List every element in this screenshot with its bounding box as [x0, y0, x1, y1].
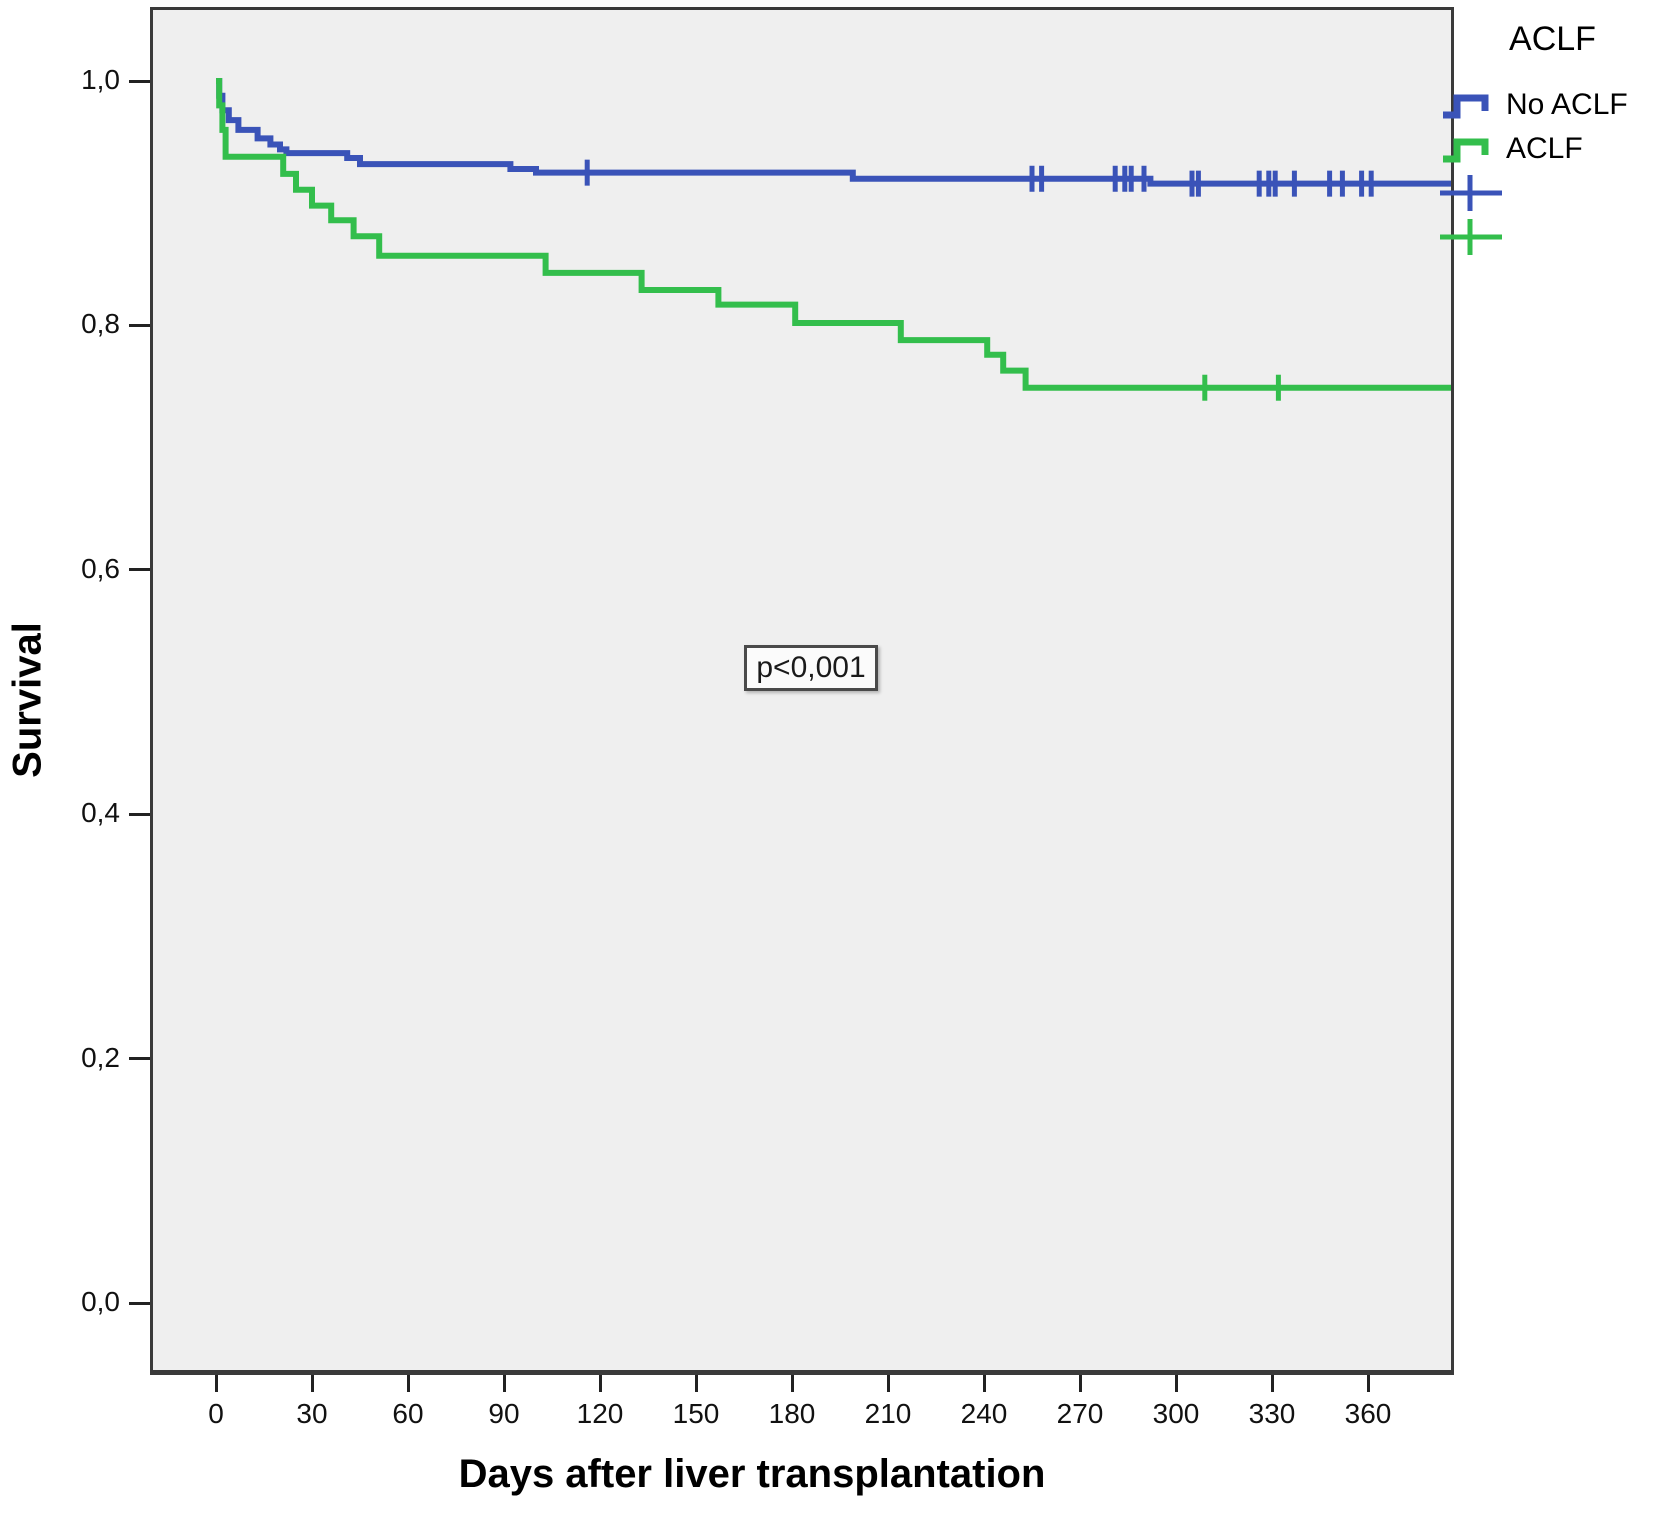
- legend: ACLF No ACLF ACLF: [1440, 20, 1667, 259]
- x-tick-label: 180: [768, 1398, 816, 1429]
- aclf-step-line-icon: [1443, 138, 1489, 163]
- x-tick-label: 0: [208, 1398, 224, 1429]
- p-value-annotation: p<0,001: [744, 644, 878, 691]
- x-tick-mark: [694, 1375, 698, 1392]
- legend-item-no-aclf: No ACLF: [1440, 83, 1667, 127]
- legend-title: ACLF: [1509, 20, 1596, 58]
- x-tick-label: 60: [392, 1398, 424, 1429]
- censor-plus-icon: [1440, 219, 1502, 255]
- x-tick-label: 300: [1152, 1398, 1200, 1429]
- x-tick-label: 270: [1056, 1398, 1104, 1429]
- y-tick-mark: [129, 79, 150, 83]
- x-tick-label: 330: [1248, 1398, 1296, 1429]
- y-tick-label: 0,4: [81, 797, 120, 829]
- aclf-survival-curve: [216, 78, 1451, 391]
- legend-item-label: ACLF: [1506, 132, 1583, 165]
- x-tick-label: 90: [488, 1398, 520, 1429]
- x-tick-mark: [1078, 1375, 1082, 1392]
- no-aclf-survival-curve: [216, 78, 1451, 187]
- x-tick-mark: [1366, 1375, 1370, 1392]
- y-tick-mark: [129, 812, 150, 816]
- y-tick-mark: [129, 323, 150, 327]
- x-tick-mark: [502, 1375, 506, 1392]
- x-tick-label: 360: [1344, 1398, 1392, 1429]
- y-tick-label: 0,6: [81, 552, 120, 584]
- x-tick-label: 150: [672, 1398, 720, 1429]
- y-tick-label: 0,0: [81, 1286, 120, 1317]
- y-tick-mark: [129, 568, 150, 572]
- x-tick-mark: [1270, 1375, 1274, 1392]
- x-tick-label: 30: [296, 1398, 328, 1429]
- x-tick-label: 240: [960, 1398, 1008, 1429]
- x-tick-mark: [598, 1375, 602, 1392]
- no-aclf-step-line-icon: [1443, 94, 1489, 119]
- legend-item-aclf: ACLF: [1440, 127, 1667, 171]
- plot-area: p<0,001: [150, 7, 1454, 1375]
- y-tick-mark: [129, 1057, 150, 1061]
- y-tick-label: 1,0: [81, 64, 120, 95]
- x-tick-mark: [310, 1375, 314, 1392]
- x-tick-mark: [886, 1375, 890, 1392]
- legend-item-aclf-censored: [1440, 215, 1667, 259]
- x-tick-mark: [1174, 1375, 1178, 1392]
- x-tick-mark: [982, 1375, 986, 1392]
- y-tick-label: 0,8: [81, 308, 120, 340]
- x-tick-label: 120: [576, 1398, 624, 1429]
- x-tick-label: 210: [864, 1398, 912, 1429]
- x-tick-mark: [214, 1375, 218, 1392]
- legend-item-label: No ACLF: [1506, 88, 1628, 121]
- x-tick-mark: [406, 1375, 410, 1392]
- y-tick-label: 0,2: [81, 1041, 120, 1073]
- x-axis-title: Days after liver transplantation: [458, 1452, 1046, 1496]
- x-tick-mark: [790, 1375, 794, 1392]
- legend-item-no-aclf-censored: [1440, 171, 1667, 215]
- censor-plus-icon: [1440, 175, 1502, 211]
- survival-curves-canvas: [216, 78, 1451, 401]
- y-tick-mark: [129, 1301, 150, 1305]
